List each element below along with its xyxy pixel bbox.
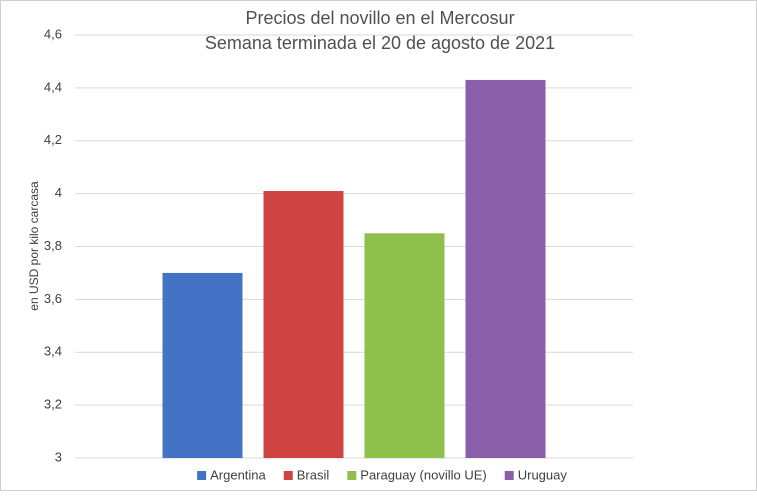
- legend-label: Paraguay (novillo UE): [360, 467, 486, 482]
- y-axis-label: en USD por kilo carcasa: [27, 181, 41, 311]
- bar: [465, 79, 546, 458]
- y-tick-label: 3: [55, 449, 62, 464]
- y-tick-label: 3,8: [44, 238, 62, 253]
- y-tick-label: 3,4: [44, 344, 62, 359]
- legend-swatch: [197, 471, 207, 480]
- bar: [364, 233, 445, 458]
- y-tick-label: 3,2: [44, 397, 62, 412]
- legend-swatch: [504, 471, 514, 480]
- legend-label: Brasil: [297, 467, 330, 482]
- legend-label: Uruguay: [518, 467, 568, 482]
- legend-swatch: [283, 471, 293, 480]
- legend-swatch: [347, 471, 357, 480]
- y-tick-label: 3,6: [44, 291, 62, 306]
- bar: [162, 272, 243, 458]
- chart-subtitle: Semana terminada el 20 de agosto de 2021: [205, 33, 555, 53]
- y-tick-label: 4,2: [44, 132, 62, 147]
- legend-label: Argentina: [210, 467, 266, 482]
- y-tick-label: 4,6: [44, 26, 62, 41]
- bar: [263, 190, 344, 458]
- chart-title: Precios del novillo en el Mercosur: [245, 8, 514, 28]
- y-tick-label: 4,4: [44, 79, 62, 94]
- y-tick-label: 4: [55, 185, 62, 200]
